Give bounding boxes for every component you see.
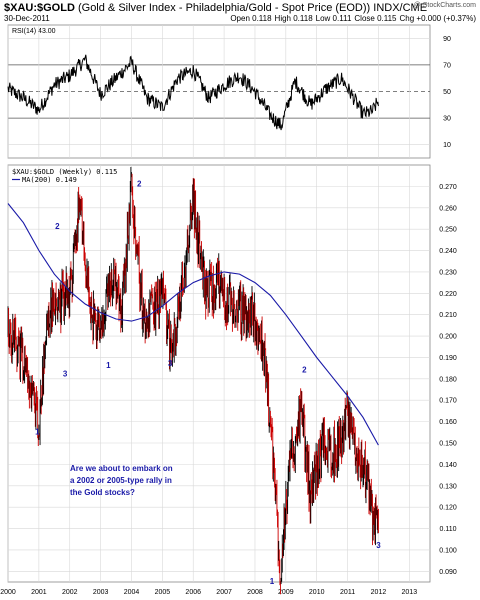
stockcharts-watermark: @ StockCharts.com <box>413 2 476 9</box>
year-tick-label: 2007 <box>216 589 232 596</box>
close-value: Close 0.115 <box>354 14 397 23</box>
year-tick-label: 2011 <box>340 589 355 596</box>
year-tick-label: 2006 <box>185 589 201 596</box>
price-panel: 0.090 0.100 0.110 0.120 0.130 0.140 0.150 0.160… <box>0 164 457 596</box>
price-tick-label: 0.220 <box>439 291 457 298</box>
wave-label: 3 <box>63 370 68 379</box>
symbol-label: $XAU:$GOLD <box>4 2 75 14</box>
year-tick-label: 2012 <box>371 589 387 596</box>
price-tick-label: 0.090 <box>439 569 457 576</box>
wave-label: 1 <box>106 361 111 370</box>
price-tick-label: 0.190 <box>439 355 457 362</box>
low-value: Low 0.111 <box>315 14 352 23</box>
rsi-tick-label: 30 <box>443 116 451 123</box>
price-tick-label: 0.130 <box>439 483 457 490</box>
rsi-tick-label: 90 <box>443 36 451 43</box>
annotation-line-2: a 2002 or 2005-type rally in <box>70 476 172 485</box>
chart-date: 30-Dec-2011 <box>4 14 50 23</box>
rsi-tick-label: 10 <box>443 142 451 149</box>
price-tick-label: 0.250 <box>439 227 457 234</box>
high-value: High 0.118 <box>274 14 313 23</box>
year-tick-label: 2008 <box>247 589 263 596</box>
price-tick-label: 0.180 <box>439 376 457 383</box>
wave-label: 1 <box>270 577 275 586</box>
rsi-tick-label: 70 <box>443 62 451 69</box>
year-tick-label: 2013 <box>402 589 418 596</box>
price-tick-label: 0.170 <box>439 398 457 405</box>
price-tick-label: 0.240 <box>439 248 457 255</box>
wave-label: 2 <box>137 179 142 188</box>
rsi-legend: RSI(14) 43.00 <box>12 28 56 35</box>
annotation-line-3: the Gold stocks? <box>70 488 135 497</box>
rsi-tick-label: 50 <box>443 89 451 96</box>
wave-label: 1 <box>35 427 40 436</box>
year-tick-label: 2002 <box>62 589 78 596</box>
price-tick-label: 0.100 <box>439 547 457 554</box>
change-value: Chg +0.000 (+0.37%) <box>399 14 477 23</box>
price-legend: $XAU:$GOLD (Weekly) 0.115 <box>12 168 117 176</box>
ma200-legend: MA(200) 0.149 <box>22 176 77 184</box>
rsi-panel: RSI(14) 43.00 10 30 50 70 90 <box>7 24 451 159</box>
year-tick-label: 2001 <box>31 589 47 596</box>
exchange-label: INDX/CME <box>373 2 428 14</box>
quote-line: Open 0.118 High 0.118 Low 0.111 Close 0.115… <box>227 14 476 23</box>
wave-label: 2 <box>55 222 60 231</box>
price-tick-label: 0.210 <box>439 312 457 319</box>
index-description: (Gold & Silver Index - Philadelphia/Gold… <box>77 2 371 14</box>
wave-label: 3 <box>168 359 173 368</box>
price-tick-label: 0.260 <box>439 205 457 212</box>
price-tick-label: 0.120 <box>439 505 457 512</box>
price-panel-frame <box>7 164 431 583</box>
year-tick-label: 2009 <box>278 589 294 596</box>
year-tick-label: 2004 <box>124 589 140 596</box>
open-value: Open 0.118 <box>230 14 272 23</box>
year-tick-label: 2003 <box>93 589 109 596</box>
price-tick-label: 0.150 <box>439 441 457 448</box>
wave-label: 3 <box>376 541 381 550</box>
price-tick-label: 0.140 <box>439 462 457 469</box>
annotation-line-1: Are we about to embark on <box>70 464 173 473</box>
chart-title: $XAU:$GOLD (Gold & Silver Index - Philad… <box>4 2 427 14</box>
price-tick-label: 0.110 <box>440 526 457 533</box>
year-tick-label: 2010 <box>309 589 325 596</box>
ma200-line <box>7 203 379 446</box>
price-tick-label: 0.230 <box>439 269 457 276</box>
year-tick-label: 2005 <box>155 589 171 596</box>
price-tick-label: 0.200 <box>439 334 457 341</box>
year-tick-label: 2000 <box>0 589 16 596</box>
rsi-line <box>7 54 379 131</box>
price-tick-label: 0.160 <box>439 419 457 426</box>
wave-label: 2 <box>302 365 307 374</box>
price-tick-label: 0.270 <box>439 184 457 191</box>
